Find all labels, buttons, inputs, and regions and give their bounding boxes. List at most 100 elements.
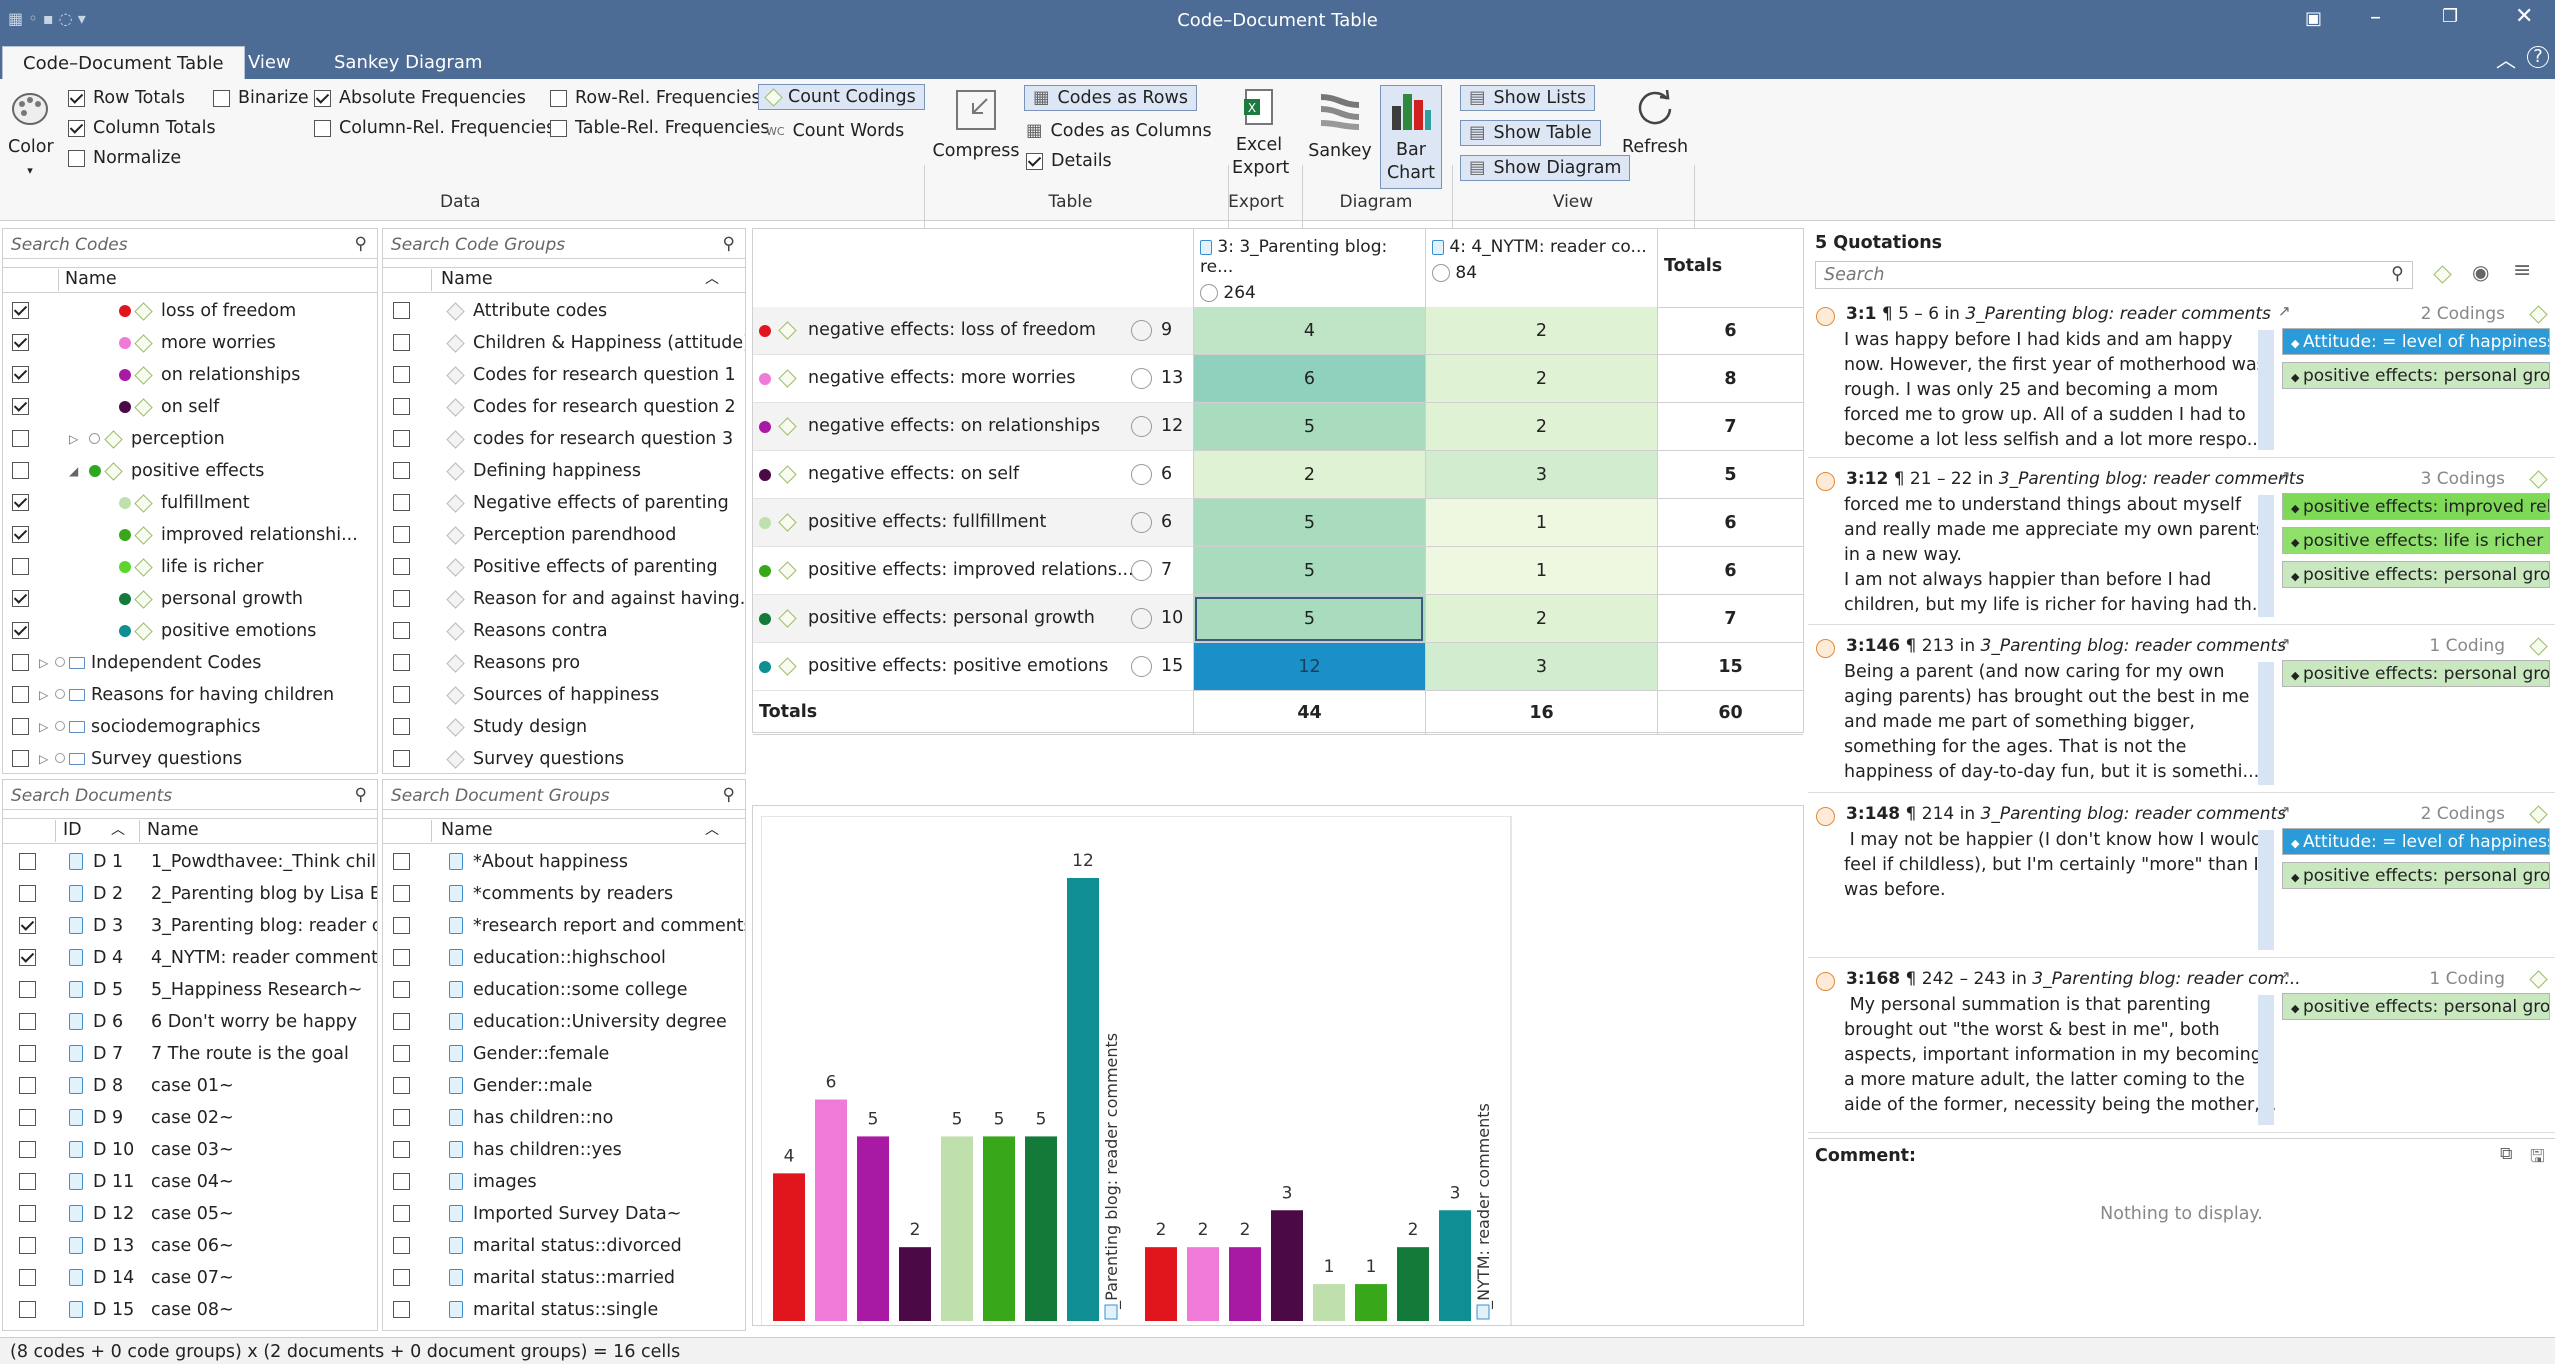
open-quotation-icon[interactable]: ↗ xyxy=(2278,802,2291,820)
code-group-row[interactable]: Attribute codes xyxy=(383,295,745,327)
expander-icon[interactable]: ▷ xyxy=(39,656,49,670)
code-tag[interactable]: ◆ positive effects: personal growth xyxy=(2282,660,2550,687)
code-checkbox[interactable] xyxy=(12,526,29,543)
eye-icon[interactable]: ◉ xyxy=(2472,260,2490,284)
collapse-ribbon-icon[interactable]: ︿ xyxy=(2496,48,2516,72)
tab-view[interactable]: View xyxy=(248,52,291,73)
document-row[interactable]: D 14 case 07~ xyxy=(3,1262,377,1294)
expander-icon[interactable]: ▷ xyxy=(39,752,49,766)
document-group-checkbox[interactable] xyxy=(393,1045,410,1062)
code-row[interactable]: ◢ positive effects xyxy=(3,455,377,487)
table-cell[interactable]: 5 xyxy=(1193,547,1425,595)
document-group-checkbox[interactable] xyxy=(393,949,410,966)
code-group-checkbox[interactable] xyxy=(393,654,410,671)
codes-name-header[interactable]: Name xyxy=(65,269,117,289)
row-totals-check[interactable]: Row Totals xyxy=(68,88,185,108)
document-checkbox[interactable] xyxy=(19,981,36,998)
quotation-card[interactable]: 3:146 ¶ 213 in 3_Parenting blog: reader … xyxy=(1808,630,2555,793)
table-row-header[interactable]: positive effects: personal growth 10 xyxy=(753,595,1193,643)
column-totals-check[interactable]: Column Totals xyxy=(68,118,216,138)
search-icon[interactable]: ⚲ xyxy=(354,785,367,805)
code-tag[interactable]: ◆ Attitude: = level of happiness xyxy=(2282,328,2550,355)
table-rel-frequencies-check[interactable]: Table-Rel. Frequencies xyxy=(550,118,770,138)
document-row[interactable]: D 6 6 Don't worry be happy xyxy=(3,1006,377,1038)
document-group-row[interactable]: *research report and comments xyxy=(383,910,745,942)
open-external-icon[interactable]: ⧉ xyxy=(2500,1144,2513,1164)
code-group-checkbox[interactable] xyxy=(393,462,410,479)
code-checkbox[interactable] xyxy=(12,558,29,575)
code-checkbox[interactable] xyxy=(12,622,29,639)
code-row[interactable]: ▷ Reasons for having children xyxy=(3,679,377,711)
binarize-check[interactable]: Binarize xyxy=(213,88,309,108)
document-checkbox[interactable] xyxy=(19,1173,36,1190)
tab-code-document-table[interactable]: Code–Document Table xyxy=(2,46,245,79)
code-group-checkbox[interactable] xyxy=(393,302,410,319)
document-group-row[interactable]: education::University degree xyxy=(383,1006,745,1038)
menu-icon[interactable]: ≡ xyxy=(2513,258,2532,283)
expander-icon[interactable]: ▷ xyxy=(39,720,49,734)
bar[interactable] xyxy=(1229,1247,1261,1321)
table-cell[interactable]: 3 xyxy=(1425,451,1657,499)
code-group-row[interactable]: Children & Happiness (attitude) xyxy=(383,327,745,359)
code-group-row[interactable]: Reasons contra xyxy=(383,615,745,647)
bar[interactable] xyxy=(899,1247,931,1321)
bar[interactable] xyxy=(773,1173,805,1321)
code-group-checkbox[interactable] xyxy=(393,686,410,703)
search-document-groups-input[interactable]: Search Document Groups ⚲ xyxy=(383,780,745,810)
code-group-row[interactable]: Reasons pro xyxy=(383,647,745,679)
expander-icon[interactable]: ◢ xyxy=(69,464,79,478)
bar[interactable] xyxy=(857,1136,889,1321)
document-group-checkbox[interactable] xyxy=(393,1205,410,1222)
show-table-button[interactable]: ▤ Show Table xyxy=(1460,120,1601,146)
document-row[interactable]: D 11 case 04~ xyxy=(3,1166,377,1198)
document-group-row[interactable]: *About happiness xyxy=(383,846,745,878)
details-check[interactable]: Details xyxy=(1026,151,1112,171)
compress-button[interactable]: Compress xyxy=(932,87,1020,163)
open-quotation-icon[interactable]: ↗ xyxy=(2278,967,2291,985)
color-button[interactable]: Color ▾ xyxy=(8,89,54,182)
bar[interactable] xyxy=(1067,878,1099,1321)
help-icon[interactable]: ? xyxy=(2527,46,2549,68)
show-lists-button[interactable]: ▤ Show Lists xyxy=(1460,85,1596,111)
code-row[interactable]: ▷ Independent Codes xyxy=(3,647,377,679)
table-cell[interactable]: 1 xyxy=(1425,547,1657,595)
document-row[interactable]: D 5 5_Happiness Research~ xyxy=(3,974,377,1006)
table-cell[interactable]: 3 xyxy=(1425,643,1657,691)
document-group-row[interactable]: has children::no xyxy=(383,1102,745,1134)
document-group-row[interactable]: images xyxy=(383,1166,745,1198)
document-group-row[interactable]: Gender::male xyxy=(383,1070,745,1102)
document-row[interactable]: D 12 case 05~ xyxy=(3,1198,377,1230)
document-row[interactable]: D 3 3_Parenting blog: reader co... xyxy=(3,910,377,942)
quotations-search-input[interactable]: Search ⚲ xyxy=(1815,261,2413,289)
table-cell[interactable]: 12 xyxy=(1193,643,1425,691)
search-code-groups-input[interactable]: Search Code Groups ⚲ xyxy=(383,229,745,259)
document-checkbox[interactable] xyxy=(19,1045,36,1062)
search-icon[interactable]: ⚲ xyxy=(722,234,735,254)
document-group-checkbox[interactable] xyxy=(393,1013,410,1030)
bar-chart-button[interactable]: Bar Chart xyxy=(1380,85,1442,189)
document-checkbox[interactable] xyxy=(19,1109,36,1126)
code-checkbox[interactable] xyxy=(12,750,29,767)
quotation-card[interactable]: 3:148 ¶ 214 in 3_Parenting blog: reader … xyxy=(1808,798,2555,958)
document-row[interactable]: D 13 case 06~ xyxy=(3,1230,377,1262)
search-icon[interactable]: ⚲ xyxy=(2391,264,2404,284)
table-row-header[interactable]: negative effects: on self 6 xyxy=(753,451,1193,499)
document-checkbox[interactable] xyxy=(19,885,36,902)
code-checkbox[interactable] xyxy=(12,302,29,319)
code-group-checkbox[interactable] xyxy=(393,526,410,543)
bar[interactable] xyxy=(941,1136,973,1321)
code-tag[interactable]: ◆ positive effects: personal growth xyxy=(2282,362,2550,389)
expander-icon[interactable]: ▷ xyxy=(69,432,79,446)
document-checkbox[interactable] xyxy=(19,853,36,870)
code-group-checkbox[interactable] xyxy=(393,590,410,607)
code-tag[interactable]: ◆ Attitude: = level of happiness xyxy=(2282,828,2550,855)
code-group-row[interactable]: codes for research question 3 xyxy=(383,423,745,455)
code-checkbox[interactable] xyxy=(12,398,29,415)
table-cell[interactable]: 2 xyxy=(1425,355,1657,403)
bar[interactable] xyxy=(1397,1247,1429,1321)
code-row[interactable]: personal growth xyxy=(3,583,377,615)
code-checkbox[interactable] xyxy=(12,718,29,735)
table-cell[interactable]: 4 xyxy=(1193,307,1425,355)
code-checkbox[interactable] xyxy=(12,366,29,383)
sort-up-icon[interactable]: ︿ xyxy=(705,822,719,838)
